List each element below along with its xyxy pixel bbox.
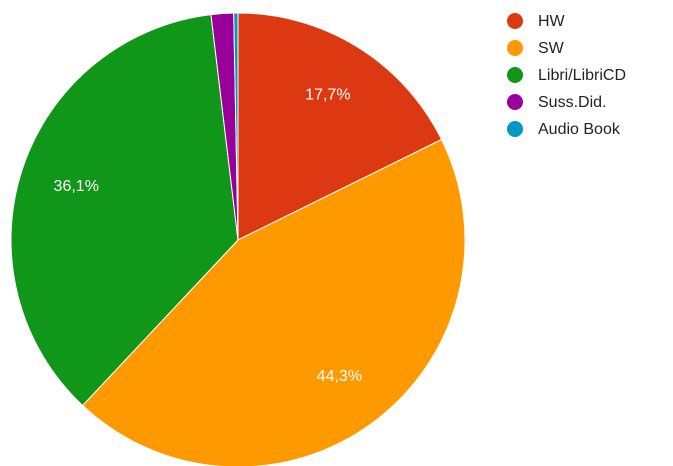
slice-label: 44,3% [317, 368, 362, 385]
legend-label: Suss.Did. [538, 94, 606, 111]
pie-slice [10, 14, 239, 407]
legend-swatch [507, 94, 523, 110]
slice-label: 17,7% [305, 87, 350, 104]
legend-swatch [507, 67, 523, 83]
pie-slice [81, 138, 466, 466]
legend-swatch [507, 40, 523, 56]
legend-label: SW [538, 40, 565, 57]
pie-slice [233, 12, 239, 241]
legend-label: Audio Book [538, 121, 621, 138]
pie-slice [237, 12, 443, 241]
legend-label: Libri/LibriCD [538, 67, 626, 84]
slice-label: 36,1% [54, 178, 99, 195]
legend-swatch [507, 13, 523, 29]
legend-swatch [507, 121, 523, 137]
legend-label: HW [538, 13, 566, 30]
